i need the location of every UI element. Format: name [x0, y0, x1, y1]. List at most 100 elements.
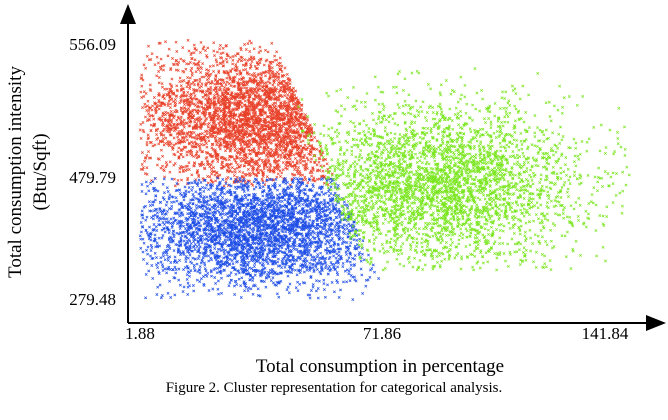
data-point — [202, 197, 206, 201]
data-point — [225, 60, 229, 64]
data-point — [252, 47, 256, 51]
data-point — [224, 149, 227, 153]
data-point — [174, 271, 178, 275]
data-point — [192, 96, 196, 100]
data-point — [202, 143, 206, 147]
data-point — [347, 272, 351, 276]
data-point — [231, 58, 235, 62]
data-point — [185, 168, 189, 172]
data-point — [176, 178, 180, 182]
data-point — [243, 43, 247, 46]
data-point — [251, 160, 255, 164]
data-point — [169, 217, 173, 221]
data-point — [233, 145, 237, 148]
data-point — [355, 238, 359, 242]
data-point — [179, 107, 183, 110]
data-point — [212, 49, 216, 53]
data-point — [151, 276, 155, 280]
data-point — [138, 234, 142, 238]
data-point — [253, 64, 257, 68]
data-point — [297, 166, 300, 169]
data-point — [161, 114, 164, 118]
data-point — [332, 218, 336, 222]
data-point — [169, 102, 172, 106]
data-point — [190, 73, 194, 77]
data-point — [187, 186, 191, 190]
data-point — [239, 143, 243, 147]
data-point — [200, 132, 204, 136]
data-point — [253, 273, 257, 277]
data-point — [322, 158, 326, 162]
data-point — [193, 140, 197, 144]
data-point — [161, 137, 165, 141]
data-point — [139, 122, 143, 126]
data-point — [336, 273, 340, 277]
data-point — [188, 87, 192, 90]
data-point — [170, 77, 174, 81]
data-point — [168, 160, 172, 164]
data-point — [314, 245, 318, 249]
data-point — [160, 236, 164, 240]
data-point — [162, 191, 166, 195]
data-point — [276, 172, 280, 176]
data-point — [198, 51, 202, 54]
data-point — [177, 60, 181, 64]
data-point — [264, 74, 267, 78]
data-point — [259, 145, 263, 149]
data-point — [247, 148, 251, 152]
data-point — [207, 254, 210, 258]
data-point — [277, 78, 280, 82]
data-point — [205, 54, 208, 57]
data-point — [281, 106, 285, 110]
data-point — [228, 281, 232, 285]
data-point — [142, 63, 146, 67]
data-point — [195, 150, 199, 154]
data-point — [183, 185, 187, 189]
data-point — [148, 88, 152, 92]
data-point — [226, 274, 230, 278]
data-point — [172, 163, 176, 167]
data-point — [181, 59, 185, 63]
data-point — [220, 163, 224, 167]
data-point — [316, 235, 320, 239]
data-point — [224, 177, 228, 181]
data-point — [146, 245, 150, 249]
data-point — [142, 94, 146, 98]
data-point — [221, 51, 225, 55]
data-point — [270, 41, 274, 45]
data-point — [207, 76, 211, 80]
data-point — [251, 111, 255, 115]
data-point — [187, 168, 191, 171]
data-point — [192, 164, 196, 168]
data-point — [145, 54, 149, 58]
data-point — [225, 76, 229, 80]
data-point — [201, 62, 205, 66]
data-point — [165, 271, 169, 275]
data-point — [240, 105, 244, 109]
data-point — [293, 247, 297, 251]
data-point — [235, 166, 239, 170]
data-point — [186, 202, 190, 206]
data-point — [173, 265, 177, 269]
data-point — [161, 268, 165, 272]
data-point — [204, 142, 208, 146]
data-point — [194, 97, 198, 101]
data-point — [198, 271, 202, 275]
data-point — [228, 199, 232, 202]
data-point — [164, 161, 168, 164]
data-point — [233, 101, 237, 105]
data-point — [165, 87, 169, 91]
data-point — [155, 211, 159, 215]
data-point — [310, 258, 314, 262]
data-point — [309, 153, 312, 157]
data-point — [255, 126, 259, 130]
data-point — [201, 95, 205, 99]
data-point — [341, 261, 345, 265]
data-point — [308, 132, 312, 136]
data-point — [377, 277, 381, 280]
data-point — [257, 72, 261, 76]
data-point — [197, 60, 201, 64]
data-point — [328, 239, 332, 242]
data-point — [324, 264, 328, 268]
data-point — [210, 114, 213, 118]
